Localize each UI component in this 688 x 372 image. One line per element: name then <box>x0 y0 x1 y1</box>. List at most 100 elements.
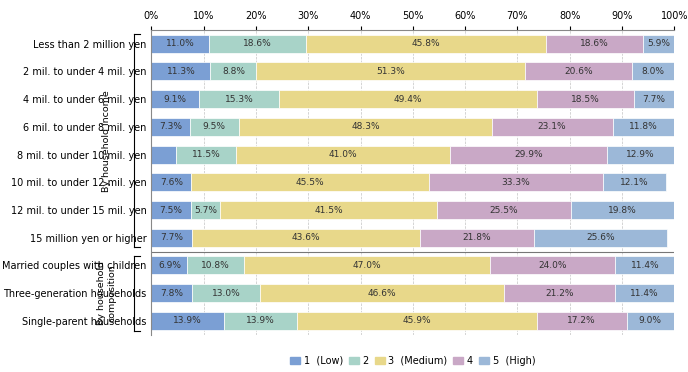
Bar <box>151 90 199 108</box>
Text: 12.1%: 12.1% <box>621 178 649 187</box>
Bar <box>504 284 614 302</box>
Bar <box>603 173 667 191</box>
Text: 5.9%: 5.9% <box>647 39 670 48</box>
Text: 48.3%: 48.3% <box>351 122 380 131</box>
Bar <box>632 62 674 80</box>
Bar <box>211 62 257 80</box>
Bar <box>492 118 612 136</box>
Text: 21.2%: 21.2% <box>545 289 574 298</box>
Bar <box>279 90 537 108</box>
Text: 45.8%: 45.8% <box>411 39 440 48</box>
Text: 18.6%: 18.6% <box>580 39 609 48</box>
Text: 11.4%: 11.4% <box>630 289 658 298</box>
Text: 11.0%: 11.0% <box>166 39 195 48</box>
Bar <box>191 173 429 191</box>
Text: 7.7%: 7.7% <box>643 94 665 103</box>
Bar <box>151 312 224 330</box>
Text: 7.7%: 7.7% <box>160 233 183 242</box>
Bar <box>244 256 490 275</box>
Text: By household income: By household income <box>102 90 111 192</box>
Bar <box>220 201 438 219</box>
Text: 9.0%: 9.0% <box>638 317 662 326</box>
Bar <box>151 118 189 136</box>
Bar <box>525 62 632 80</box>
Bar <box>151 256 187 275</box>
Bar <box>199 90 279 108</box>
Text: 12.9%: 12.9% <box>626 150 655 159</box>
Text: 5.7%: 5.7% <box>194 205 217 215</box>
Text: 33.3%: 33.3% <box>502 178 530 187</box>
Text: 7.5%: 7.5% <box>160 205 182 215</box>
Bar <box>151 173 191 191</box>
Text: 8.8%: 8.8% <box>222 67 245 76</box>
Bar <box>189 118 239 136</box>
Text: 45.5%: 45.5% <box>296 178 324 187</box>
Text: 18.6%: 18.6% <box>243 39 272 48</box>
Text: 43.6%: 43.6% <box>291 233 320 242</box>
Bar <box>151 201 191 219</box>
Bar <box>537 90 634 108</box>
Bar <box>192 284 260 302</box>
Text: 25.6%: 25.6% <box>586 233 615 242</box>
Bar <box>534 229 667 247</box>
Text: 21.8%: 21.8% <box>462 233 491 242</box>
Text: 20.6%: 20.6% <box>564 67 593 76</box>
Bar <box>260 284 504 302</box>
Text: 15.3%: 15.3% <box>224 94 253 103</box>
Bar <box>614 284 674 302</box>
Bar <box>615 256 675 275</box>
Bar <box>634 90 674 108</box>
Bar <box>306 35 546 53</box>
Bar <box>151 62 211 80</box>
Bar <box>297 312 537 330</box>
Bar <box>192 229 420 247</box>
Text: 11.4%: 11.4% <box>631 261 659 270</box>
Text: 7.8%: 7.8% <box>160 289 183 298</box>
Text: 9.5%: 9.5% <box>203 122 226 131</box>
Bar <box>151 229 192 247</box>
Bar <box>429 173 603 191</box>
Bar <box>420 229 534 247</box>
Bar <box>187 256 244 275</box>
Bar <box>224 312 297 330</box>
Text: 47.0%: 47.0% <box>352 261 381 270</box>
Bar <box>236 145 451 164</box>
Bar <box>490 256 615 275</box>
Bar <box>451 145 607 164</box>
Text: 13.9%: 13.9% <box>246 317 275 326</box>
Bar <box>571 201 674 219</box>
Text: 11.3%: 11.3% <box>166 67 195 76</box>
Bar <box>537 312 627 330</box>
Bar <box>257 62 525 80</box>
Bar <box>643 35 674 53</box>
Text: 8.0%: 8.0% <box>642 67 665 76</box>
Text: 7.3%: 7.3% <box>159 122 182 131</box>
Text: 7.6%: 7.6% <box>160 178 183 187</box>
Text: 24.0%: 24.0% <box>538 261 567 270</box>
Bar <box>612 118 674 136</box>
Bar <box>239 118 492 136</box>
Bar <box>151 284 192 302</box>
Text: 25.5%: 25.5% <box>490 205 518 215</box>
Text: 45.9%: 45.9% <box>402 317 431 326</box>
Text: 10.8%: 10.8% <box>202 261 230 270</box>
Text: 11.5%: 11.5% <box>192 150 220 159</box>
Text: 49.4%: 49.4% <box>394 94 422 103</box>
Legend: 1  (Low), 2, 3  (Medium), 4, 5  (High): 1 (Low), 2, 3 (Medium), 4, 5 (High) <box>286 352 539 370</box>
Text: 46.6%: 46.6% <box>367 289 396 298</box>
Text: 41.5%: 41.5% <box>314 205 343 215</box>
Bar <box>607 145 674 164</box>
Text: 19.8%: 19.8% <box>608 205 637 215</box>
Text: 11.8%: 11.8% <box>629 122 658 131</box>
Text: 6.9%: 6.9% <box>158 261 181 270</box>
Text: 13.0%: 13.0% <box>212 289 241 298</box>
Text: 29.9%: 29.9% <box>515 150 543 159</box>
Text: 13.9%: 13.9% <box>173 317 202 326</box>
Text: 41.0%: 41.0% <box>329 150 358 159</box>
Text: 23.1%: 23.1% <box>538 122 566 131</box>
Bar <box>191 201 220 219</box>
Text: 51.3%: 51.3% <box>376 67 405 76</box>
Bar <box>151 145 176 164</box>
Bar <box>438 201 571 219</box>
Text: 9.1%: 9.1% <box>164 94 186 103</box>
